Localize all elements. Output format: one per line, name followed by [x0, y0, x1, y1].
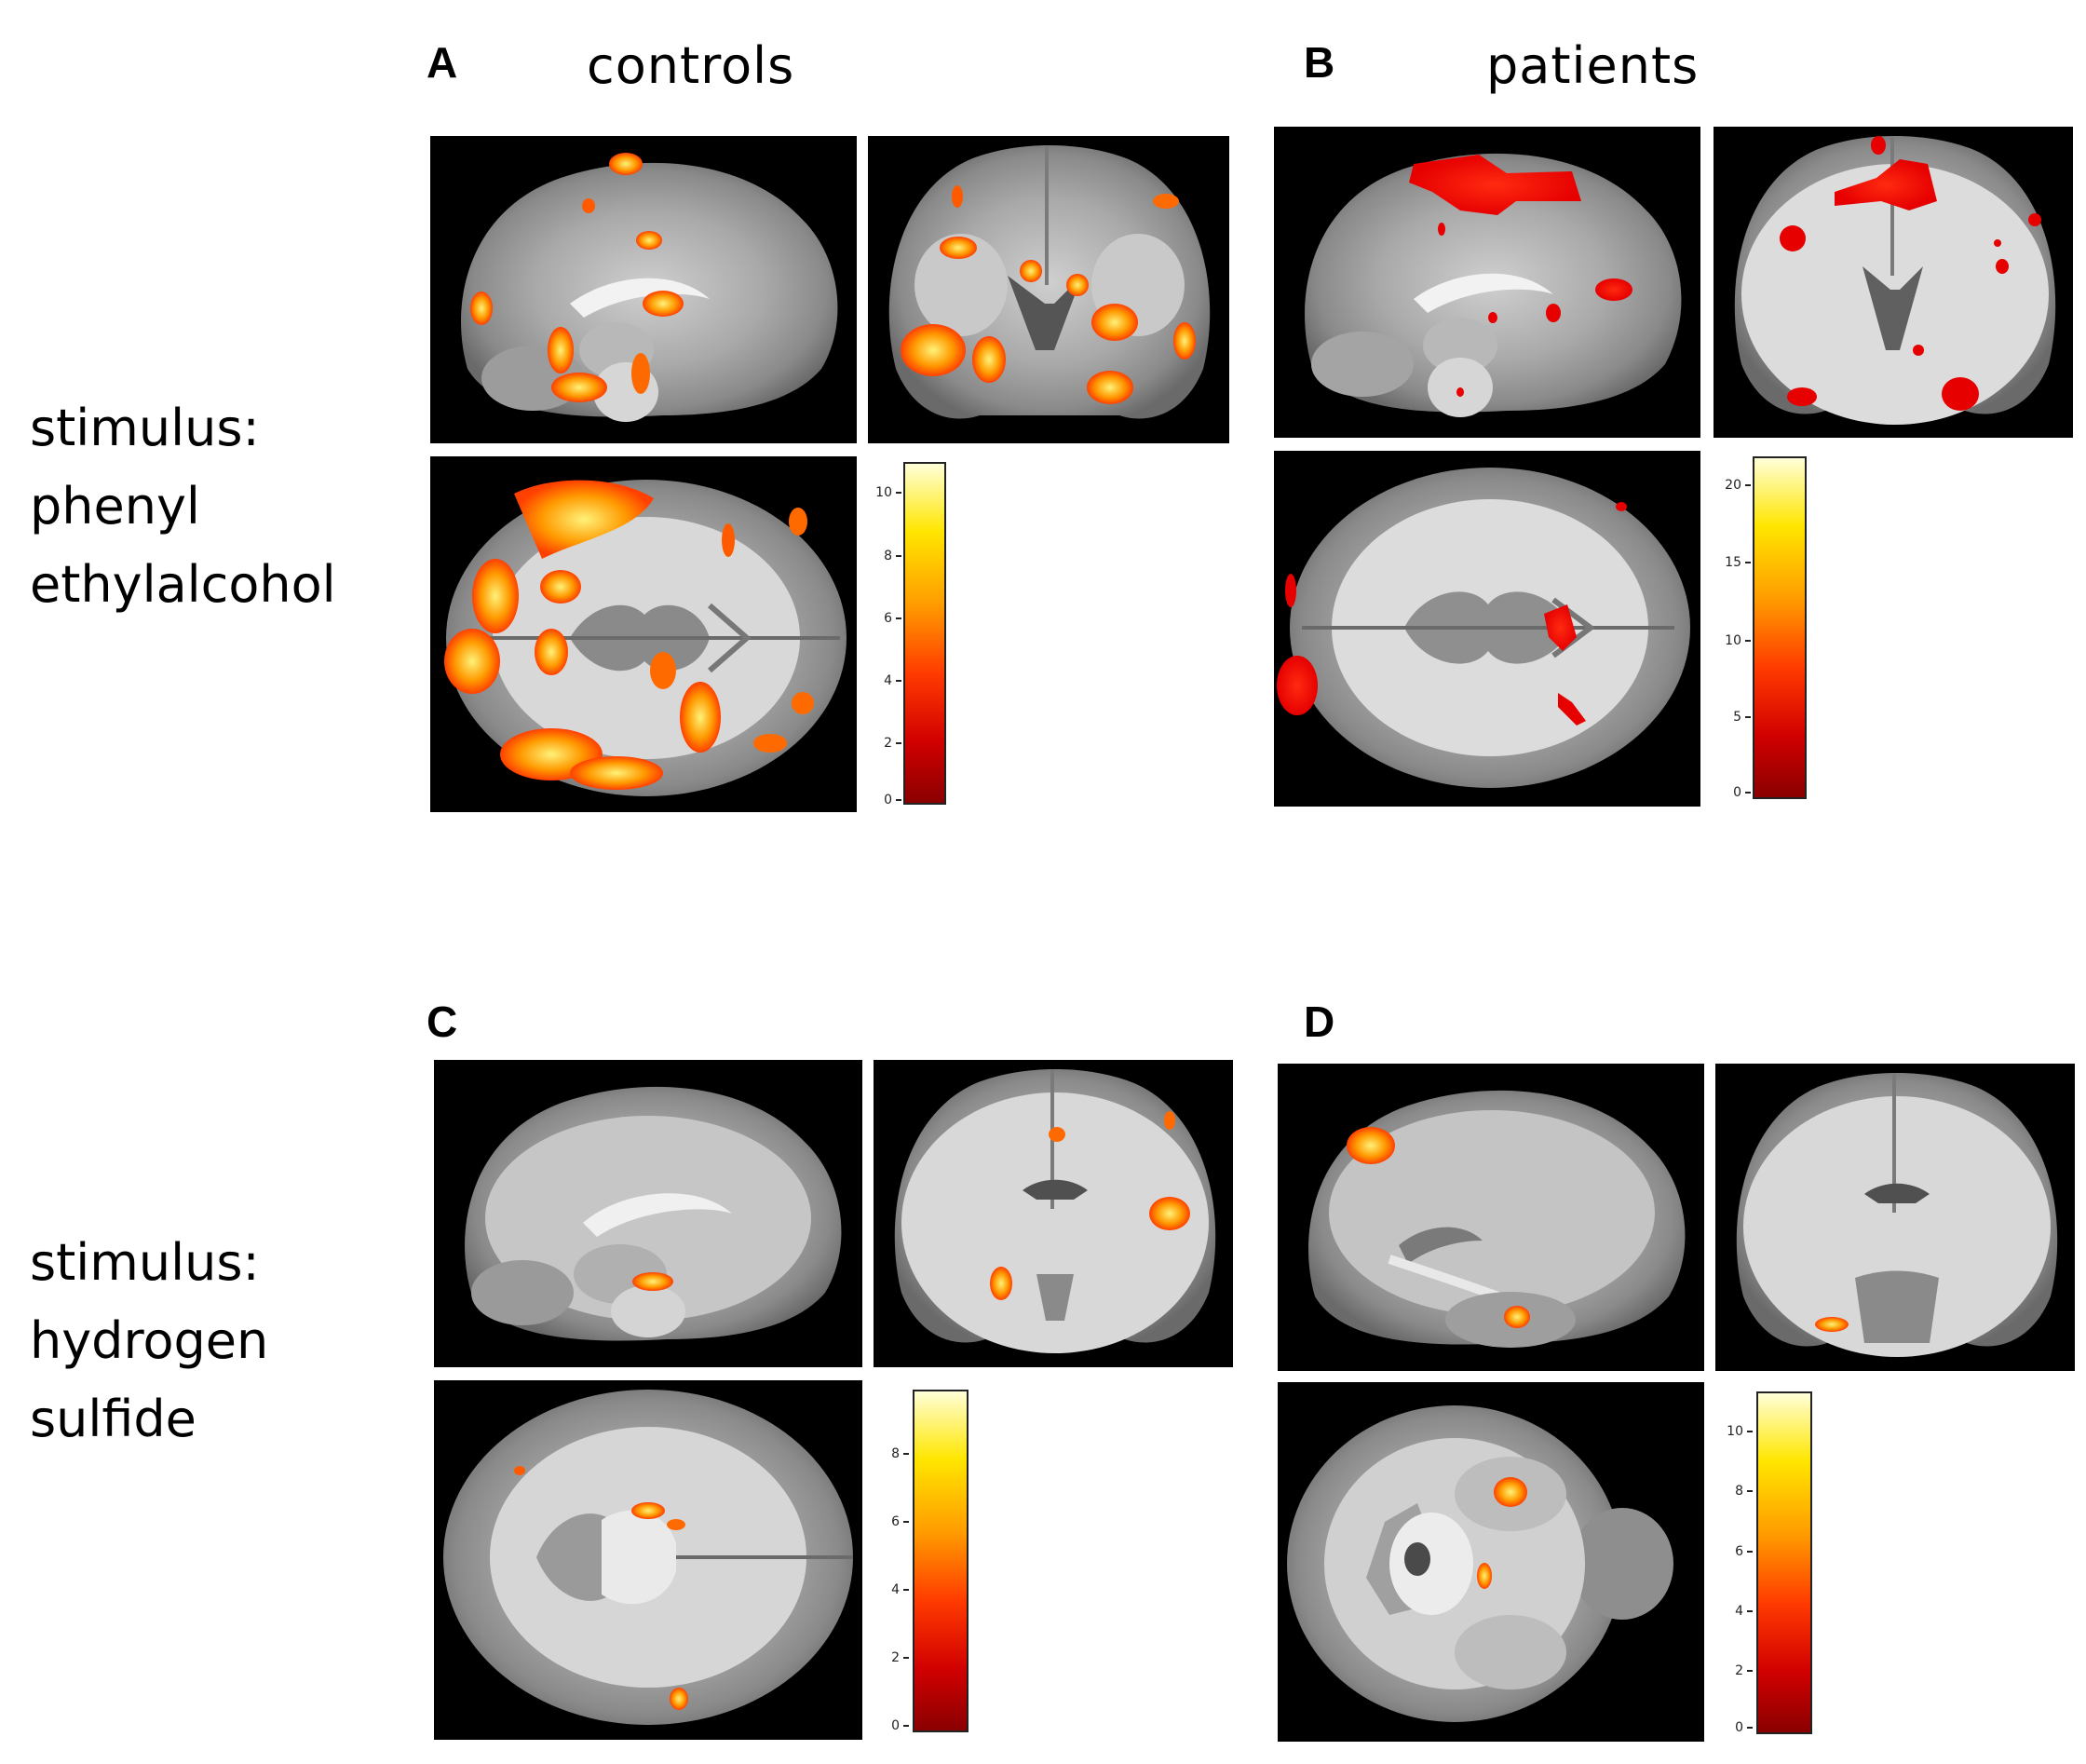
colorbar-d-tick: 10: [1715, 1425, 1753, 1438]
colorbar-d-tick: 4: [1715, 1605, 1753, 1618]
stimulus-line-1: stimulus:: [30, 399, 260, 457]
slice-a-axial: [430, 456, 857, 812]
colorbar-c-tick: 0: [872, 1719, 909, 1732]
colorbar-d-tick: 8: [1715, 1485, 1753, 1498]
colorbar-b-gradient: [1753, 456, 1807, 799]
colorbar-d: 10 8 6 4 2 0: [1725, 1391, 1818, 1736]
stimulus-line-2: phenyl: [30, 477, 200, 536]
slice-d-coronal: [1715, 1064, 2075, 1371]
colorbar-d-tick: 6: [1715, 1545, 1753, 1558]
group-title-patients: patients: [1486, 36, 1700, 95]
slice-b-sagittal: [1274, 127, 1700, 438]
stimulus-label-phenylethylalcohol: stimulus: phenyl ethylalcohol: [30, 389, 336, 624]
colorbar-a-gradient: [903, 462, 946, 805]
colorbar-a-tick: 8: [864, 550, 901, 563]
panel-letter-d: D: [1304, 997, 1335, 1046]
colorbar-c-tick: 2: [872, 1651, 909, 1664]
colorbar-a-tick: 4: [864, 674, 901, 687]
slice-d-sagittal: [1278, 1064, 1704, 1371]
colorbar-c: 8 6 4 2 0: [881, 1390, 974, 1734]
colorbar-a-tick: 2: [864, 737, 901, 750]
slice-b-axial: [1274, 451, 1700, 807]
stimulus-line-3: sulfide: [30, 1390, 196, 1448]
slice-c-coronal: [874, 1060, 1233, 1367]
panel-letter-b: B: [1304, 38, 1335, 87]
stimulus-line-2: hydrogen: [30, 1311, 269, 1370]
slice-d-axial: [1278, 1382, 1704, 1742]
slice-b-coronal: [1714, 127, 2073, 438]
slice-a-sagittal: [430, 136, 857, 443]
colorbar-a-tick: 6: [864, 612, 901, 625]
stimulus-line-3: ethylalcohol: [30, 555, 336, 614]
colorbar-b-tick: 10: [1714, 634, 1751, 647]
stimulus-line-1: stimulus:: [30, 1233, 260, 1292]
stimulus-label-hydrogen-sulfide: stimulus: hydrogen sulfide: [30, 1224, 268, 1459]
colorbar-c-tick: 6: [872, 1515, 909, 1528]
colorbar-b-tick: 20: [1714, 479, 1751, 492]
colorbar-d-gradient: [1756, 1391, 1812, 1734]
colorbar-d-tick: 2: [1715, 1664, 1753, 1677]
panel-letter-c: C: [427, 997, 458, 1046]
colorbar-a: 10 8 6 4 2 0: [875, 462, 968, 807]
colorbar-a-tick: 0: [864, 794, 901, 807]
colorbar-a-tick: 10: [864, 486, 901, 499]
group-title-controls: controls: [587, 36, 795, 95]
colorbar-b-tick: 15: [1714, 556, 1751, 569]
colorbar-b-tick: 5: [1714, 711, 1751, 724]
colorbar-c-gradient: [913, 1390, 968, 1732]
colorbar-c-tick: 4: [872, 1583, 909, 1596]
colorbar-b-tick: 0: [1714, 786, 1751, 799]
slice-c-sagittal: [434, 1060, 862, 1367]
colorbar-b: 20 15 10 5 0: [1719, 456, 1812, 801]
slice-c-axial: [434, 1380, 862, 1740]
colorbar-d-tick: 0: [1715, 1721, 1753, 1734]
colorbar-c-tick: 8: [872, 1447, 909, 1460]
slice-a-coronal: [868, 136, 1229, 443]
panel-letter-a: A: [427, 38, 458, 87]
